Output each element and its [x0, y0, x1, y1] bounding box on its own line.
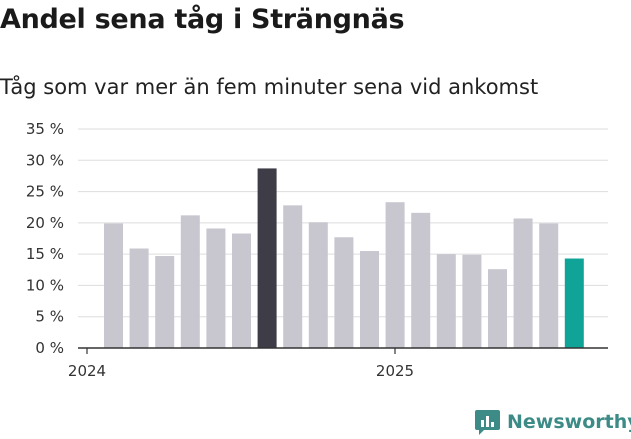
bar: [513, 218, 533, 348]
bar: [232, 233, 251, 348]
bar: [334, 237, 354, 348]
bar: [385, 202, 405, 348]
bar: [462, 254, 482, 348]
bar: [564, 258, 584, 348]
y-tick-label: 25 %: [26, 183, 64, 201]
chart-subtitle: Tåg som var mer än fem minuter sena vid …: [0, 75, 539, 99]
bar-chart: 0 % 5 % 10 % 15 % 20 % 25 % 30 % 35 % 2024 2025: [26, 120, 608, 380]
bar: [180, 215, 200, 348]
y-tick-label: 30 %: [26, 151, 64, 169]
bar: [436, 254, 456, 348]
y-tick-label: 10 %: [26, 276, 64, 294]
newsworthy-logo: Newsworthy: [475, 407, 631, 437]
x-tick-label: 2024: [68, 362, 106, 380]
x-tick-label: 2025: [376, 362, 414, 380]
y-tick-label: 0 %: [35, 339, 64, 357]
bar: [206, 228, 226, 348]
bar: [308, 222, 328, 348]
bar: [411, 212, 431, 348]
bar: [539, 223, 559, 348]
bar: [360, 251, 379, 348]
bar: [129, 248, 149, 348]
bar: [104, 223, 123, 348]
bar: [283, 205, 303, 348]
y-tick-label: 20 %: [26, 214, 64, 232]
newsworthy-brand-name: Newsworthy: [507, 411, 631, 433]
chart-title: Andel sena tåg i Strängnäs: [0, 4, 405, 35]
bar: [155, 256, 175, 348]
bar: [488, 269, 507, 348]
y-tick-label: 35 %: [26, 120, 64, 138]
y-tick-label: 15 %: [26, 245, 64, 263]
newsworthy-chart-icon: [475, 409, 500, 435]
y-tick-label: 5 %: [35, 308, 64, 326]
bar: [257, 168, 277, 348]
